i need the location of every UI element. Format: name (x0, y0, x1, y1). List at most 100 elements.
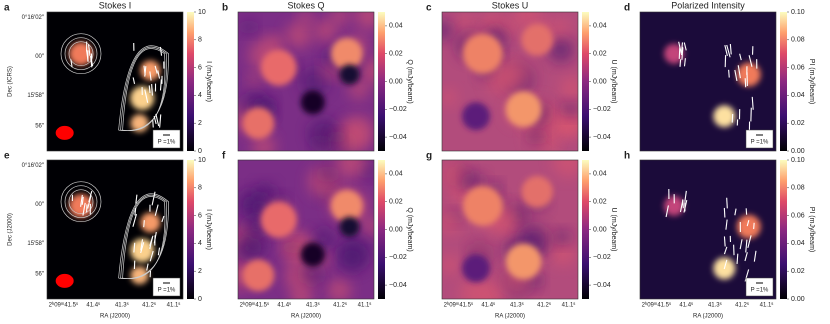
dec-tick-label: 15′58″ (27, 241, 44, 247)
colorbar-tick-label: −0.02 (593, 106, 611, 113)
colorbar-tick-label: −0.04 (389, 282, 407, 289)
dec-tick-label: 0°16′02″ (22, 163, 45, 169)
map-image (442, 12, 578, 151)
colorbar-tick-label: 2 (198, 120, 202, 127)
colorbar-tick-label: 0.04 (389, 171, 403, 178)
panel: f −0.04 −0.02 0.00 0.02 0.04 Q (mJy/beam) 2ʰ09ᵐ… (222, 151, 413, 320)
polarization-vector (134, 207, 137, 216)
scale-box (745, 129, 774, 149)
colorbar-label: U (mJy/beam) (610, 60, 617, 104)
contour (60, 181, 102, 223)
panel-letter: a (4, 3, 10, 14)
beam (55, 125, 74, 140)
polarization-vector (149, 250, 154, 262)
colorbar-tick-label: 4 (198, 92, 202, 99)
map-image (640, 160, 776, 299)
colorbar-tick-label: 0.04 (791, 240, 805, 247)
panel: P =1% a Stokes I 0 2 4 6 8 10 I (mJy/beam) 0°16′02… (4, 0, 212, 154)
colorbar-tick-label: 10 (198, 157, 206, 164)
polarization-vector (159, 46, 163, 56)
frame (46, 159, 184, 300)
polarization-vector (144, 89, 149, 103)
polarization-vector (681, 47, 684, 60)
polarization-vector (132, 77, 136, 85)
map-image (238, 12, 374, 151)
dec-label: Dec (ICRS) (8, 66, 14, 97)
colorbar-tick-label: 0.00 (593, 226, 607, 233)
polarization-vector (155, 113, 160, 127)
colorbar-tick-label: 0.00 (389, 226, 403, 233)
colorbar-tick-label: 0.00 (389, 78, 403, 85)
ra-tick-label: 41.1ˢ (167, 303, 181, 309)
polarization-vector (157, 247, 161, 256)
ra-tick-label: 2ʰ09ᵐ41.5ˢ (444, 302, 473, 309)
panel-title: Stokes I (99, 0, 132, 10)
colorbar-tick-label: 0.06 (791, 212, 805, 219)
ra-label: RA (J2000) (291, 314, 321, 320)
frame (237, 11, 375, 152)
colorbar (378, 160, 385, 299)
colorbar-tick-label: 6 (198, 64, 202, 71)
polarization-vector (153, 115, 157, 125)
colorbar-tick-label: 4 (198, 240, 202, 247)
contour (68, 41, 94, 67)
polarization-vector (748, 55, 753, 67)
polarization-vector (159, 79, 162, 91)
polarization-vector (678, 47, 681, 59)
polarization-vector (723, 207, 726, 218)
panel-title: Stokes Q (287, 0, 324, 10)
colorbar-tick-label: −0.04 (593, 282, 611, 289)
colorbar-tick-label: 0.00 (593, 78, 607, 85)
contour (118, 45, 169, 132)
scale-box (152, 129, 181, 149)
panel: P =1% e 0 2 4 6 8 10 I (mJy/beam) 0°16′02″ 00″ 15′5… (4, 151, 212, 320)
map-image (640, 12, 776, 151)
polarization-vector (80, 194, 83, 207)
polarization-vector (678, 41, 683, 56)
polarization-vector (734, 208, 737, 216)
colorbar-tick-label: 0.10 (791, 9, 805, 16)
colorbar (582, 160, 589, 299)
polarization-vector (725, 219, 728, 230)
ra-tick-label: 2ʰ09ᵐ41.5ˢ (642, 302, 671, 309)
panel: c Stokes U −0.04 −0.02 0.00 0.02 0.04 U (mJy/be… (426, 0, 617, 152)
polarization-vector (739, 53, 742, 61)
colorbar (378, 12, 385, 151)
polarization-vector (151, 191, 156, 206)
polarization-vector (729, 43, 732, 55)
ra-tick-label: 41.1ˢ (760, 303, 774, 309)
polarization-vector (723, 236, 726, 247)
ra-tick-label: 41.4ˢ (481, 303, 495, 309)
panel-letter: g (426, 151, 432, 162)
panel-title: Polarized Intensity (671, 0, 745, 10)
scale-label: P =1% (158, 288, 176, 294)
contour (122, 196, 166, 280)
colorbar-tick-label: 0.02 (593, 199, 607, 206)
colorbar-label: Q (mJy/beam) (406, 59, 413, 103)
ra-tick-label: 41.2ˢ (333, 303, 347, 309)
polarization-vector (70, 59, 73, 68)
ra-tick-label: 41.3ˢ (115, 303, 129, 309)
panel-letter: d (624, 3, 630, 14)
polarization-vector (726, 44, 731, 58)
polarization-vector (133, 242, 136, 253)
map-image (47, 160, 183, 299)
contour (64, 37, 98, 71)
scale-box (152, 277, 181, 297)
map-image (442, 160, 578, 299)
polarization-vector (746, 220, 750, 227)
panel-title: Stokes U (492, 0, 529, 10)
polarization-vector (148, 85, 151, 93)
contour (64, 185, 98, 219)
polarization-vector (157, 70, 161, 79)
polarization-vector (665, 205, 669, 218)
polarization-vector (744, 252, 748, 262)
ra-tick-label: 41.1ˢ (562, 303, 576, 309)
colorbar-tick-label: 8 (198, 37, 202, 44)
polarization-vector (744, 269, 750, 282)
ra-tick-label: 41.3ˢ (510, 303, 524, 309)
ra-tick-label: 2ʰ09ᵐ41.5ˢ (240, 302, 269, 309)
polarization-vector (146, 263, 149, 271)
ra-tick-label: 41.3ˢ (306, 303, 320, 309)
colorbar-tick-label: 0.02 (389, 199, 403, 206)
